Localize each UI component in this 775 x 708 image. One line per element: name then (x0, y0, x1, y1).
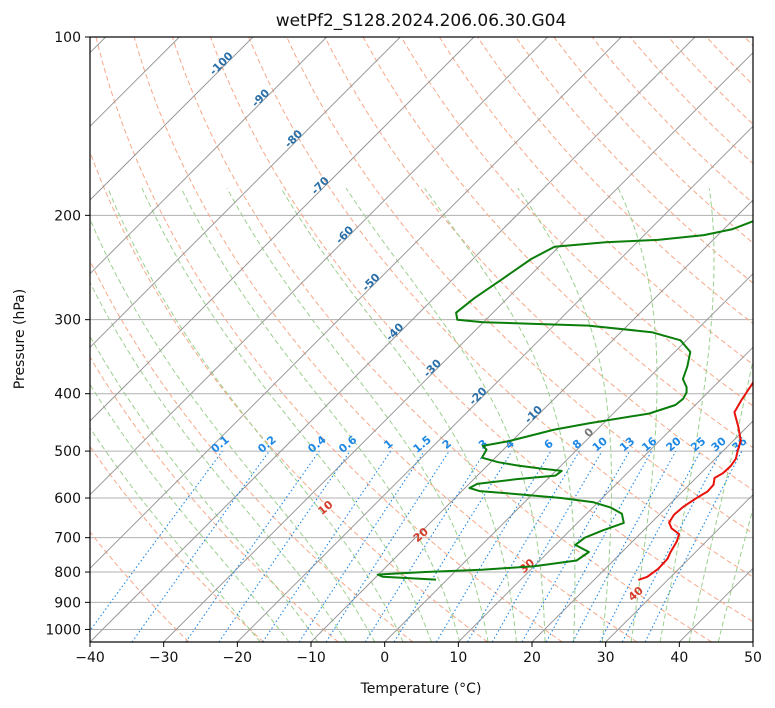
dewpoint-profile-line (376, 219, 753, 581)
isotherm-line (310, 199, 753, 642)
y-axis-ticks: 100 200 300 400 500 600 700 800 900 1000 (45, 30, 90, 638)
dry-adiabat (210, 37, 753, 623)
mixing-ratio-line (131, 450, 270, 642)
moist-adiabat (90, 427, 261, 642)
isotherms (90, 37, 753, 642)
moist-adiabat (517, 187, 612, 642)
moist-adiabat (90, 383, 290, 642)
mixing-ratio-line (599, 450, 701, 642)
dry-adiabat (133, 37, 638, 642)
y-tick-label: 400 (54, 387, 81, 403)
y-tick-label: 900 (54, 595, 81, 611)
isotherm-line (90, 37, 475, 422)
chart-title: wetPf2_S128.2024.206.06.30.G04 (276, 11, 567, 31)
mixing-ratio-line (621, 450, 722, 642)
y-tick-label: 600 (54, 491, 81, 507)
x-axis-ticks: −40 −30 −20 −10 0 10 20 30 40 50 (75, 642, 762, 666)
profile-series (376, 219, 753, 581)
moist-adiabat (226, 187, 489, 642)
isotherm-line (531, 420, 753, 642)
moist-adiabat (90, 217, 376, 642)
dry-adiabat (553, 37, 753, 244)
isotherm-line (90, 37, 401, 349)
mixing-ratio-line (467, 450, 580, 642)
mixing-ratio-line (491, 450, 603, 642)
isotherm-line (163, 51, 753, 642)
x-tick-label: −10 (296, 650, 326, 666)
mixing-ratio-line (644, 450, 743, 642)
dry-adiabats (90, 37, 753, 642)
dry-adiabat (362, 37, 753, 449)
x-tick-label: 10 (449, 650, 467, 666)
x-tick-label: 20 (523, 650, 541, 666)
dry-adiabat (171, 37, 712, 642)
moist-adiabat (141, 187, 432, 642)
mixing-ratio-line (435, 450, 552, 642)
moist-adiabat (424, 187, 576, 642)
y-tick-label: 500 (54, 444, 81, 460)
y-tick-label: 100 (54, 30, 81, 46)
dry-adiabat (90, 259, 414, 642)
mixing-ratio-line (545, 450, 653, 642)
isotherm-line (457, 346, 753, 642)
isotherm-line (90, 37, 328, 275)
moist-adiabat (345, 187, 546, 642)
x-tick-label: 0 (380, 650, 389, 666)
dry-adiabat (400, 37, 753, 407)
x-tick-label: −40 (75, 650, 105, 666)
y-tick-label: 700 (54, 531, 81, 547)
moist-adiabat (617, 187, 658, 642)
moist-adiabat (107, 188, 404, 642)
isotherm-line (236, 125, 753, 642)
isotherm-line (605, 493, 753, 642)
moist-adiabat (90, 335, 319, 642)
mixing-ratio-line (185, 450, 320, 642)
dry-adiabat (90, 356, 339, 642)
isotherm-line (90, 37, 622, 570)
x-axis-label: Temperature (°C) (360, 681, 482, 697)
isotherm-line (384, 272, 753, 642)
plot-frame (89, 36, 754, 643)
dry-adiabat (248, 37, 753, 578)
y-tick-label: 300 (54, 313, 81, 329)
dry-adiabat (90, 531, 190, 642)
dry-adiabat (324, 37, 753, 491)
x-tick-label: 50 (744, 650, 762, 666)
y-tick-label: 1000 (45, 622, 81, 638)
dry-adiabat (629, 37, 753, 165)
moist-adiabat (90, 281, 347, 642)
mixing-ratio-line (90, 450, 223, 632)
isotherm-line (90, 37, 549, 496)
x-tick-label: 40 (670, 650, 688, 666)
temperature-profile-line (637, 380, 753, 581)
y-axis-label: Pressure (hPa) (12, 289, 28, 389)
mixing-ratio-line (218, 450, 351, 642)
dry-adiabat (438, 37, 753, 366)
x-tick-label: −20 (223, 650, 253, 666)
mixing-ratio-lines (90, 450, 743, 642)
pressure-gridlines (90, 37, 753, 630)
mixing-ratio-line (298, 450, 425, 642)
isotherm-line (90, 37, 254, 201)
moist-adiabat (180, 187, 461, 642)
mixing-ratio-line (325, 450, 450, 642)
x-tick-label: −30 (149, 650, 179, 666)
isotherm-line (90, 37, 696, 642)
x-tick-label: 30 (597, 650, 615, 666)
y-tick-label: 800 (54, 565, 81, 581)
mixing-ratio-line (572, 450, 677, 642)
mixing-ratio-line (262, 450, 392, 642)
y-tick-label: 200 (54, 208, 81, 224)
